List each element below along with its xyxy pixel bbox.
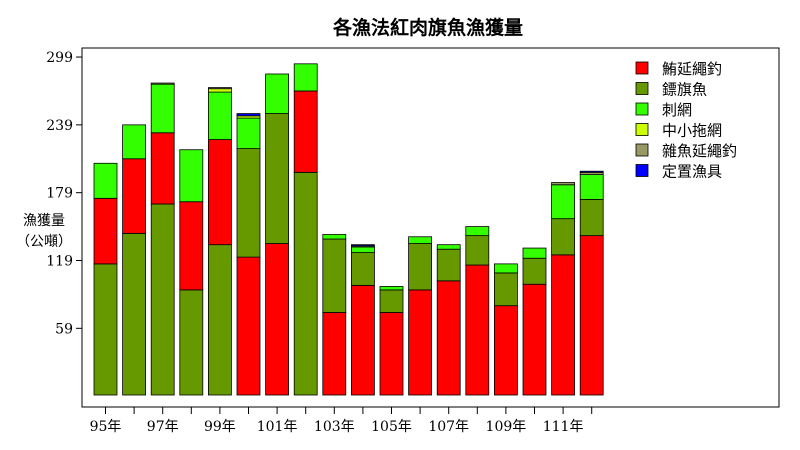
x-tick-label: 111年 xyxy=(543,419,584,435)
y-axis-unit-label: （公噸） xyxy=(16,234,72,250)
legend-swatch xyxy=(635,143,649,157)
bar-segment xyxy=(207,88,232,93)
plot-frame xyxy=(81,47,780,408)
bar-segment xyxy=(179,201,204,291)
bar-segment xyxy=(408,243,433,291)
bar-segment xyxy=(122,232,146,396)
bar-segment xyxy=(350,252,375,286)
bar-segment xyxy=(293,63,318,92)
bar-segment xyxy=(436,248,461,282)
bar-segment xyxy=(236,113,261,117)
bar-segment xyxy=(150,203,175,396)
bars-group xyxy=(93,63,604,396)
bar-segment xyxy=(179,149,204,203)
y-tick-label: 59 xyxy=(55,321,73,337)
bar-segment xyxy=(465,264,490,396)
bar-segment xyxy=(265,243,290,396)
bar-segment xyxy=(350,284,375,396)
bar-segment xyxy=(93,197,118,265)
bar-segment xyxy=(150,83,175,134)
y-tick-label: 239 xyxy=(46,118,73,134)
bar-segment xyxy=(408,236,433,244)
bar-segment xyxy=(436,244,461,250)
legend-swatch xyxy=(635,164,649,177)
x-tick-label: 103年 xyxy=(314,419,355,435)
bar-segment xyxy=(579,199,604,237)
legend-label: 鏢旗魚 xyxy=(662,81,707,99)
bar-segment xyxy=(493,272,518,307)
bar-segment xyxy=(265,113,290,244)
bar-segment xyxy=(379,289,404,313)
y-tick-label: 299 xyxy=(46,50,73,66)
bar-segment xyxy=(493,305,518,396)
bar-segment xyxy=(93,263,118,396)
bar-segment xyxy=(522,257,547,285)
bar-segment xyxy=(150,82,175,85)
legend-swatch xyxy=(635,61,649,75)
legend-label: 雜魚延繩釣 xyxy=(662,142,737,160)
bar-segment xyxy=(350,244,375,247)
bar-segment xyxy=(150,132,175,205)
bar-segment xyxy=(465,235,490,266)
x-tick-label: 109年 xyxy=(486,419,527,435)
bar-segment xyxy=(379,286,404,291)
bar-segment xyxy=(322,238,347,313)
bar-segment xyxy=(236,148,261,258)
x-tick-label: 99年 xyxy=(204,419,236,435)
bar-segment xyxy=(522,247,547,259)
legend-label: 刺網 xyxy=(662,101,692,119)
x-tick-label: 101年 xyxy=(257,419,298,435)
bar-segment xyxy=(207,87,232,90)
x-tick-label: 105年 xyxy=(371,419,412,435)
x-axis: 95年 97年 99年 101年 103年 105年 107年 109年 111年 xyxy=(90,407,593,435)
bar-segment xyxy=(293,90,318,173)
bar-segment xyxy=(522,283,547,396)
legend-swatch xyxy=(635,82,649,95)
bar-segment xyxy=(322,234,347,240)
bar-segment xyxy=(579,174,604,200)
legend-swatch xyxy=(635,102,649,116)
bar-segment xyxy=(493,263,518,274)
bar-segment xyxy=(122,158,146,234)
bar-segment xyxy=(436,280,461,396)
x-tick-label: 107年 xyxy=(428,419,469,435)
bar-segment xyxy=(465,226,490,237)
bar-segment xyxy=(579,170,604,173)
bar-segment xyxy=(122,124,146,160)
bar-segment xyxy=(322,312,347,396)
y-tick-label: 119 xyxy=(46,253,73,269)
x-tick-label: 95年 xyxy=(90,419,122,435)
bar-segment xyxy=(93,162,118,199)
bar-segment xyxy=(236,117,261,149)
bar-segment xyxy=(551,182,575,186)
bar-segment xyxy=(207,139,232,246)
bar-segment xyxy=(408,289,433,396)
bar-segment xyxy=(236,256,261,396)
bar-segment xyxy=(179,289,204,396)
bar-segment xyxy=(379,312,404,396)
legend-label: 中小拖網 xyxy=(662,122,722,140)
y-axis: 59 119 179 239 299 xyxy=(46,50,82,337)
bar-segment xyxy=(579,235,604,396)
bar-segment xyxy=(551,254,575,396)
y-tick-label: 179 xyxy=(46,186,73,202)
bar-segment xyxy=(293,171,318,396)
bar-segment xyxy=(207,91,232,140)
legend-label: 定置漁具 xyxy=(662,163,722,181)
legend-swatch xyxy=(635,123,649,136)
bar-segment xyxy=(551,184,575,220)
bar-segment xyxy=(350,246,375,253)
x-tick-label: 97年 xyxy=(147,419,179,435)
bar-segment xyxy=(551,218,575,256)
bar-segment xyxy=(207,244,232,396)
bar-segment xyxy=(265,73,290,114)
y-axis-label: 漁獲量 xyxy=(23,213,65,229)
legend-label: 鮪延繩釣 xyxy=(662,60,722,78)
chart-title: 各漁法紅肉旗魚漁獲量 xyxy=(332,16,523,39)
